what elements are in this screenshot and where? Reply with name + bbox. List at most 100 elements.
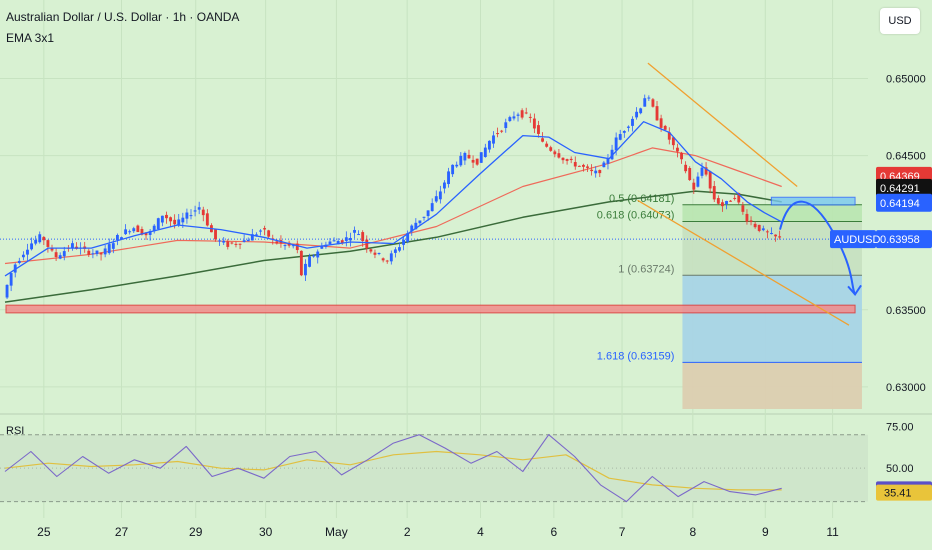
candle-body <box>410 225 414 232</box>
candle-body <box>357 234 361 236</box>
candle-body <box>524 112 528 114</box>
candle-body <box>5 284 9 298</box>
candle-body <box>402 239 406 245</box>
candle-body <box>676 147 679 152</box>
x-tick-label: 29 <box>189 525 203 539</box>
candle-body <box>639 108 643 114</box>
candle-body <box>30 243 34 250</box>
candle-body <box>447 171 450 185</box>
candle-body <box>426 210 430 217</box>
candle-body <box>643 98 647 107</box>
candle-body <box>520 110 524 118</box>
candle-body <box>71 243 74 249</box>
candle-body <box>778 236 782 238</box>
candle-body <box>532 118 536 129</box>
candle-body <box>651 99 655 107</box>
candle-body <box>34 239 38 244</box>
candle-body <box>205 213 209 226</box>
candle-body <box>348 237 352 241</box>
y-tick-label: 0.63000 <box>886 382 926 394</box>
candle-body <box>398 247 401 251</box>
candle-body <box>111 243 115 249</box>
candle-body <box>720 202 724 207</box>
candle-body <box>58 255 62 259</box>
candle-body <box>467 154 471 159</box>
candle-body <box>54 252 58 258</box>
x-tick-label: 11 <box>826 525 839 539</box>
candle-body <box>115 234 119 241</box>
candle-body <box>369 249 373 252</box>
fib-zone-lower <box>682 362 862 409</box>
candle-body <box>295 243 299 251</box>
candle-body <box>17 260 21 264</box>
candle-body <box>659 118 663 128</box>
candle-body <box>320 245 324 249</box>
candle-body <box>422 216 426 218</box>
candle-body <box>606 158 610 164</box>
candle-body <box>38 234 42 243</box>
rsi-band <box>0 434 868 502</box>
candle-body <box>492 135 495 144</box>
fib-level-label: 0.618 (0.64073) <box>597 209 675 221</box>
candle-body <box>434 196 438 202</box>
candle-body <box>610 149 614 160</box>
fib-level-label: 1.618 (0.63159) <box>597 350 675 362</box>
candle-body <box>716 198 720 204</box>
candle-body <box>406 233 410 242</box>
candle-body <box>365 239 369 249</box>
y-tick-label: 0.64500 <box>886 151 926 163</box>
candle-body <box>107 244 111 254</box>
fib-zone-upper <box>682 204 862 222</box>
candle-body <box>152 225 156 232</box>
candle-body <box>140 229 144 235</box>
fib-zone-target <box>682 275 862 363</box>
candle-body <box>201 209 205 216</box>
currency-button[interactable]: USD <box>880 8 920 34</box>
candle-body <box>246 239 250 242</box>
candle-body <box>455 164 459 167</box>
candle-body <box>598 170 602 174</box>
candle-body <box>684 164 688 172</box>
candle-body <box>336 241 340 245</box>
candle-body <box>757 224 761 231</box>
candle-body <box>381 258 385 261</box>
candle-body <box>385 260 389 262</box>
candle-body <box>165 214 168 219</box>
x-tick-label: 7 <box>619 525 626 539</box>
candle-body <box>26 249 29 255</box>
candle-body <box>537 125 540 134</box>
candle-body <box>528 116 532 118</box>
candle-body <box>42 236 46 241</box>
candle-body <box>586 166 589 168</box>
candle-body <box>541 138 544 142</box>
candle-body <box>667 132 671 140</box>
candle-body <box>185 212 189 219</box>
x-tick-label: 4 <box>477 525 484 539</box>
candle-body <box>508 117 512 122</box>
candle-body <box>87 250 91 255</box>
indicator-label[interactable]: EMA 3x1 <box>6 31 55 45</box>
candle-body <box>761 228 765 231</box>
rsi-tick-label: 75.00 <box>886 421 914 433</box>
x-tick-label: 30 <box>259 525 273 539</box>
candle-body <box>459 155 463 166</box>
candle-body <box>696 176 700 187</box>
candle-body <box>516 114 520 116</box>
candle-body <box>9 273 13 286</box>
candle-body <box>173 219 177 225</box>
candle-body <box>475 158 479 165</box>
candle-body <box>594 170 598 174</box>
candle-body <box>602 162 606 168</box>
candle-body <box>291 245 295 247</box>
candle-body <box>737 193 741 203</box>
candle-body <box>181 217 185 223</box>
candle-body <box>308 256 311 267</box>
candle-body <box>340 240 344 244</box>
candle-body <box>91 253 95 255</box>
candle-body <box>729 200 733 202</box>
x-tick-label: 6 <box>551 525 558 539</box>
x-tick-label: May <box>325 525 348 539</box>
fib-zone-mid <box>682 221 862 276</box>
